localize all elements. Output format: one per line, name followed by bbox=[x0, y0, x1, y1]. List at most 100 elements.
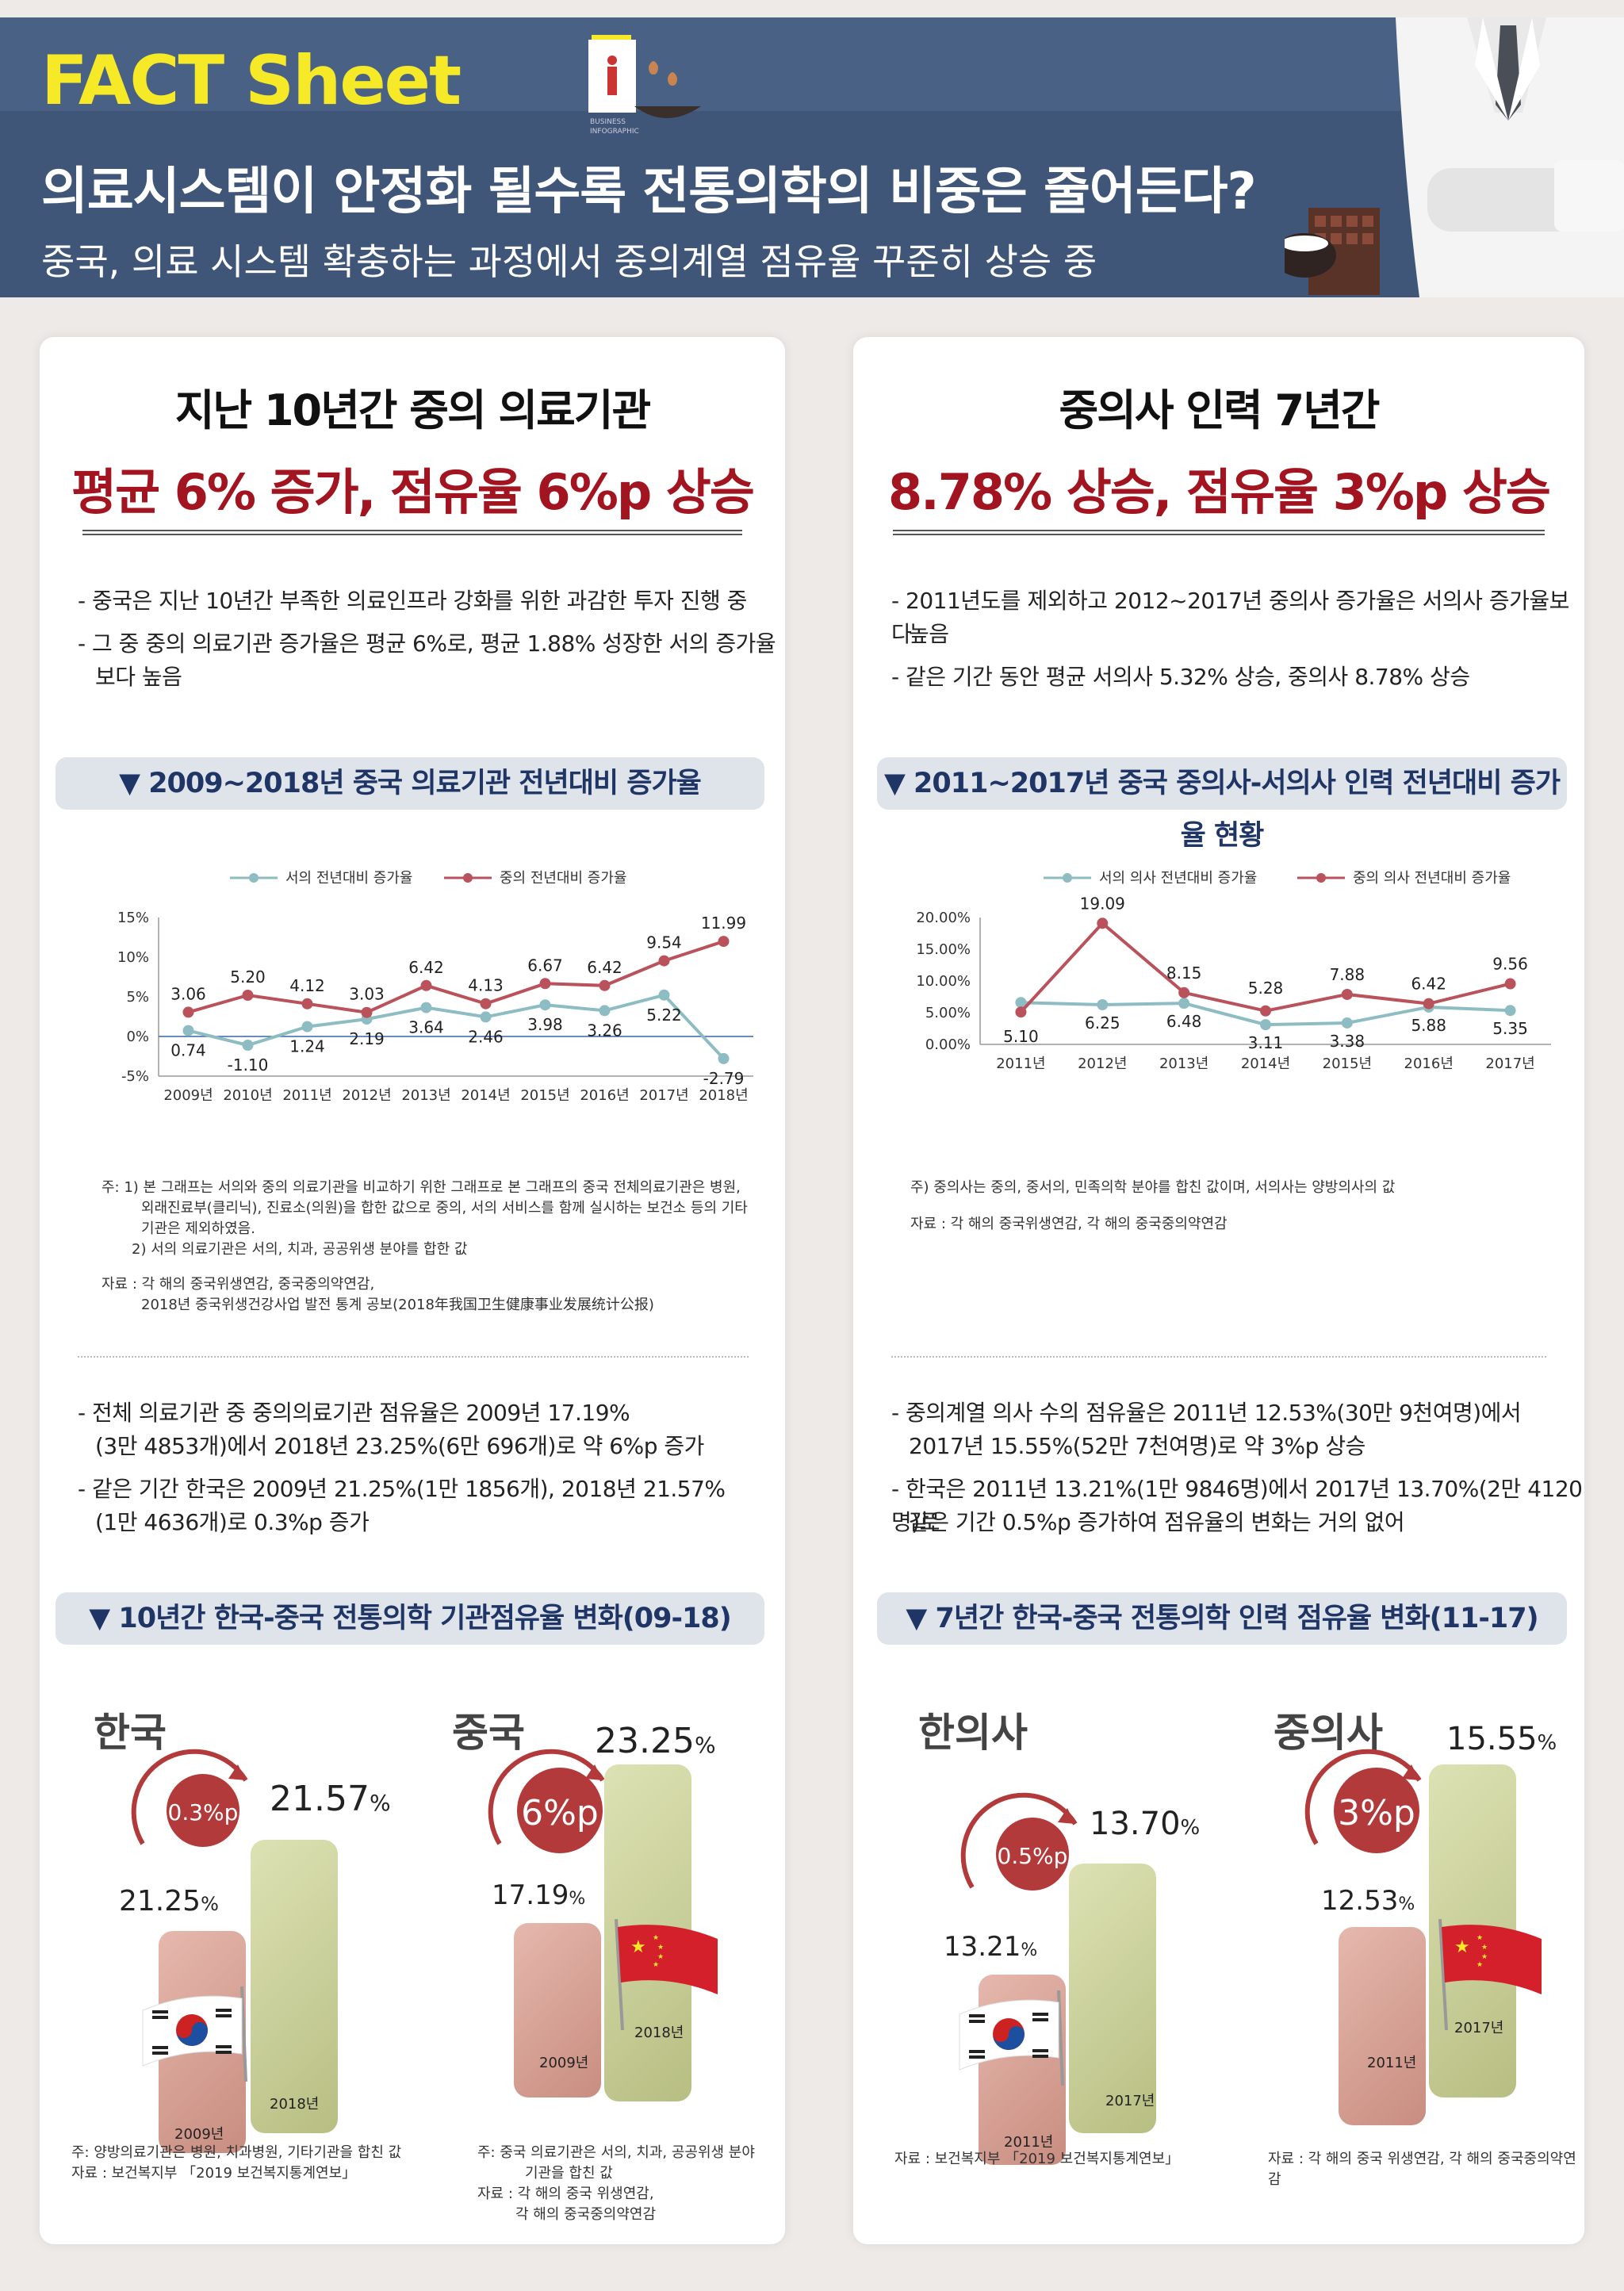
x-tick-label: 2010년 bbox=[223, 1087, 272, 1104]
right-bullet2-1: - 중의계열 의사 수의 점유율은 2011년 12.53%(30만 9천여명)… bbox=[891, 1400, 1522, 1426]
korea-growth-arrow: 0.3%p bbox=[131, 1749, 248, 1847]
korea-label: 한국 bbox=[94, 1710, 167, 1756]
data-point bbox=[480, 998, 492, 1009]
korea-year-2018: 2018년 bbox=[270, 2096, 320, 2113]
right-bullet2-2-cont: 같은 기간 0.5%p 증가하여 점유율의 변화는 거의 없어 bbox=[909, 1509, 1405, 1535]
china-year-2018: 2018년 bbox=[634, 2025, 684, 2041]
svg-text:★: ★ bbox=[630, 1937, 646, 1957]
svg-text:★: ★ bbox=[1477, 1961, 1483, 1969]
right-dotted-divider bbox=[891, 1356, 1546, 1358]
x-tick-label: 2009년 bbox=[163, 1087, 213, 1104]
right-note-1: 주) 중의사는 중의, 중서의, 민족의학 분야를 합친 값이며, 서의사는 양… bbox=[910, 1179, 1396, 1196]
data-point bbox=[1015, 1006, 1027, 1018]
left-headline: 평균 6% 증가, 점유율 6%p 상승 bbox=[71, 463, 755, 521]
y-tick-label: 0% bbox=[126, 1029, 149, 1045]
left-bullet2-2-cont: (1만 4636개)로 0.3%p 증가 bbox=[95, 1509, 370, 1535]
business-infographic-icon: BUSINESS INFOGRAPHIC bbox=[588, 35, 701, 136]
svg-text:★: ★ bbox=[1477, 1934, 1483, 1942]
svg-text:INFOGRAPHIC: INFOGRAPHIC bbox=[590, 128, 639, 136]
right-title: 중의사 인력 7년간 bbox=[1059, 385, 1381, 435]
data-label: 11.99 bbox=[701, 914, 746, 933]
x-tick-label: 2016년 bbox=[580, 1087, 629, 1104]
china-value-2009: 17.19% bbox=[492, 1879, 586, 1911]
data-label: 4.13 bbox=[468, 976, 504, 995]
data-point bbox=[242, 990, 254, 1001]
data-label: 6.67 bbox=[527, 956, 563, 975]
left-china-source: 자료 : 각 해의 중국 위생연감, bbox=[477, 2186, 654, 2202]
x-tick-label: 2012년 bbox=[1078, 1055, 1127, 1072]
right-bar-label: ▼ 7년간 한국-중국 전통의학 인력 점유율 변화(11-17) bbox=[877, 1592, 1567, 1645]
header-top-band bbox=[0, 17, 1624, 111]
right-korea-source: 자료 : 보건복지부 「2019 보건복지통계연보」 bbox=[894, 2151, 1180, 2167]
korea-doctor-label: 한의사 bbox=[918, 1710, 1028, 1756]
data-point bbox=[1015, 997, 1027, 1009]
x-tick-label: 2011년 bbox=[996, 1055, 1045, 1072]
china-value-2018: 23.25% bbox=[595, 1721, 716, 1761]
right-card: 중의사 인력 7년간 8.78% 상승, 점유율 3%p 상승 - 2011년도… bbox=[853, 337, 1584, 2244]
china-doctor-year-2017: 2017년 bbox=[1454, 2020, 1504, 2036]
data-label: 3.38 bbox=[1330, 1032, 1365, 1051]
left-bullet-2: - 그 중 중의 의료기관 증가율은 평균 6%로, 평균 1.88% 성장한 … bbox=[78, 630, 776, 657]
data-label: 1.24 bbox=[289, 1037, 325, 1056]
data-point bbox=[242, 1040, 254, 1051]
left-bullet2-2: - 같은 기간 한국은 2009년 21.25%(1만 1856개), 2018… bbox=[78, 1476, 726, 1502]
left-source-1: 자료 : 각 해의 중국위생연감, 중국중의약연감, bbox=[102, 1276, 375, 1293]
y-tick-label: 0.00% bbox=[925, 1036, 971, 1053]
china-label: 중국 bbox=[452, 1710, 525, 1756]
data-point bbox=[420, 979, 432, 991]
left-note-1: 주: 1) 본 그래프는 서의와 중의 의료기관을 비교하기 위한 그래프로 본… bbox=[102, 1179, 741, 1196]
x-tick-label: 2014년 bbox=[461, 1087, 510, 1104]
doctor-illustration bbox=[1285, 17, 1624, 297]
data-label: 8.15 bbox=[1166, 964, 1202, 983]
legend-label: 서의 의사 전년대비 증가율 bbox=[1099, 870, 1257, 887]
china-doctor-growth-arrow: 3%p bbox=[1304, 1749, 1422, 1853]
china-doctor-year-2011: 2011년 bbox=[1367, 2055, 1417, 2071]
data-point bbox=[599, 979, 611, 991]
header-banner: FACT Sheet BUSINESS INFOGRAPHIC 의료시스템이 안… bbox=[0, 17, 1624, 297]
korea-doctor-year-2017: 2017년 bbox=[1105, 2093, 1155, 2109]
left-korea-source: 자료 : 보건복지부 「2019 보건복지통계연보」 bbox=[71, 2165, 357, 2182]
china-doctor-delta-badge: 3%p bbox=[1338, 1793, 1415, 1833]
right-bullet2-1-cont: 2017년 15.55%(52만 7천여명)로 약 3%p 상승 bbox=[909, 1433, 1365, 1459]
data-point bbox=[182, 1025, 194, 1036]
x-tick-label: 2013년 bbox=[1159, 1055, 1208, 1072]
legend-label: 서의 전년대비 증가율 bbox=[285, 870, 412, 887]
right-headline: 8.78% 상승, 점유율 3%p 상승 bbox=[888, 463, 1551, 521]
fact-sheet-badge: FACT Sheet bbox=[41, 41, 462, 121]
series-line-1 bbox=[187, 940, 725, 1014]
legend-marker bbox=[1316, 873, 1326, 883]
data-label: 5.10 bbox=[1003, 1027, 1039, 1046]
left-bullet2-1: - 전체 의료기관 중 중의의료기관 점유율은 2009년 17.19% bbox=[78, 1400, 630, 1426]
x-tick-label: 2018년 bbox=[699, 1087, 748, 1104]
x-tick-label: 2017년 bbox=[1485, 1055, 1534, 1072]
data-label: -2.79 bbox=[703, 1069, 745, 1088]
data-label: 19.09 bbox=[1080, 894, 1125, 913]
right-line-chart: 서의 의사 전년대비 증가율 중의 의사 전년대비 증가율 20.00% 15.00%… bbox=[916, 870, 1551, 1072]
x-tick-label: 2012년 bbox=[342, 1087, 391, 1104]
svg-text:★: ★ bbox=[653, 1961, 659, 1969]
left-china-note: 주: 중국 의료기관은 서의, 치과, 공공위생 분야 bbox=[477, 2144, 755, 2161]
data-label: 6.42 bbox=[408, 958, 444, 977]
data-label: 5.28 bbox=[1248, 979, 1284, 998]
data-point bbox=[599, 1005, 611, 1017]
left-bullet2-1-cont: (3만 4853개)에서 2018년 23.25%(6만 696개)로 약 6%… bbox=[95, 1433, 704, 1459]
y-tick-label: 5.00% bbox=[925, 1005, 971, 1021]
data-point bbox=[658, 989, 670, 1001]
korea-doctor-delta-badge: 0.5%p bbox=[998, 1843, 1068, 1869]
korea-value-2009: 21.25% bbox=[119, 1885, 219, 1917]
korea-flag-icon bbox=[142, 1986, 247, 2082]
china-doctor-value-2011: 12.53% bbox=[1321, 1885, 1415, 1917]
china-doctor-value-2017: 15.55% bbox=[1446, 1721, 1557, 1757]
left-china-source-cont: 각 해의 중국중의약연감 bbox=[515, 2206, 657, 2223]
data-label: 3.03 bbox=[349, 985, 385, 1004]
data-label: 0.74 bbox=[170, 1041, 206, 1060]
data-label: 9.54 bbox=[646, 933, 682, 952]
series-line-0 bbox=[188, 993, 725, 1060]
y-tick-label: 10% bbox=[117, 949, 149, 966]
right-bullet-1: - 2011년도를 제외하고 2012~2017년 중의사 증가율은 서의사 증… bbox=[891, 588, 1569, 647]
legend-marker bbox=[1063, 873, 1072, 883]
right-bullet2-2: - 한국은 2011년 13.21%(1만 9846명)에서 2017년 13.… bbox=[891, 1476, 1583, 1535]
data-label: 9.56 bbox=[1492, 955, 1528, 974]
data-point bbox=[718, 1052, 730, 1064]
data-label: 5.20 bbox=[230, 967, 266, 987]
